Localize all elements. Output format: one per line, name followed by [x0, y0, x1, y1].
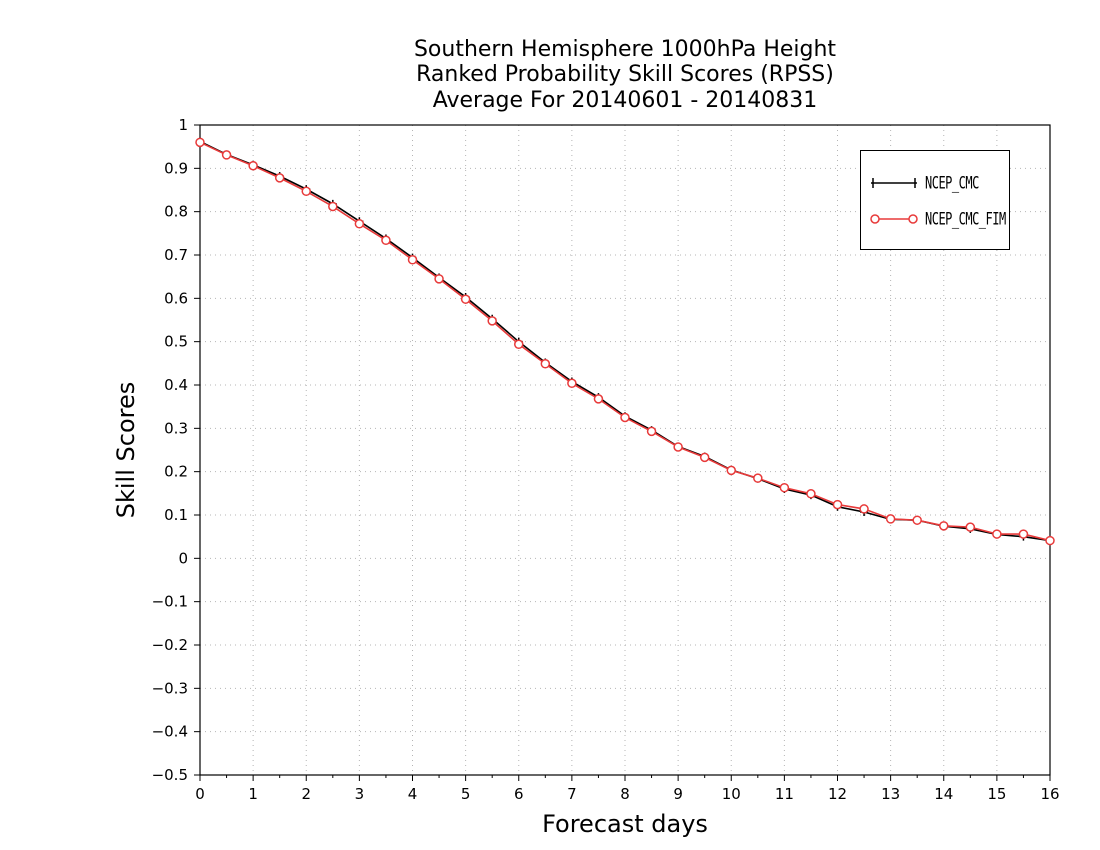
series-2-point-19	[699, 452, 710, 463]
series-2-point-2	[248, 160, 258, 171]
series-2-point-4	[301, 186, 311, 197]
x-axis-label: Forecast days	[542, 810, 708, 838]
legend-swatch-series-1	[871, 178, 917, 188]
y-tick-label-10: 0.5	[164, 333, 188, 351]
y-tick-label-6: 0.1	[164, 506, 188, 524]
x-tick-label-3: 3	[355, 785, 365, 803]
series-2-point-11	[487, 316, 497, 326]
series-2-point-26	[885, 514, 896, 524]
x-tick-label-1: 1	[248, 785, 258, 803]
series-2-point-25	[859, 504, 869, 514]
legend-label-series-2: NCEP_CMC_FIM	[925, 209, 1006, 229]
x-tick-label-14: 14	[934, 785, 953, 803]
series-2-point-8	[407, 255, 418, 265]
y-tick-label-2: −0.3	[152, 679, 188, 697]
x-tick-label-7: 7	[567, 785, 577, 803]
y-tick-label-9: 0.4	[164, 376, 188, 394]
series-2-point-3	[274, 173, 285, 183]
series-2-point-21	[753, 473, 763, 483]
chart-title-line-3: Average For 20140601 - 20140831	[432, 88, 818, 113]
series-2-point-15	[593, 394, 604, 404]
y-tick-label-14: 0.9	[164, 159, 188, 177]
series-2-point-5	[328, 201, 338, 212]
series-2-point-20	[726, 465, 736, 476]
chart-title-line-2: Ranked Probability Skill Scores (RPSS)	[416, 62, 834, 87]
x-tick-label-9: 9	[673, 785, 683, 803]
legend-label-series-1: NCEP_CMC	[925, 173, 979, 193]
series-2-point-30	[992, 529, 1002, 539]
series-2-point-0	[195, 137, 205, 148]
x-tick-label-0: 0	[195, 785, 205, 803]
chart-legend: NCEP_CMC NCEP_CMC_FIM	[860, 150, 1010, 250]
chart-title-line-1: Southern Hemisphere 1000hPa Height	[413, 37, 837, 62]
series-2-point-10	[460, 294, 471, 304]
series-2-point-6	[354, 219, 365, 229]
legend-item-series-1: NCEP_CMC	[869, 173, 979, 193]
series-2-point-9	[434, 274, 444, 284]
x-tick-label-11: 11	[775, 785, 794, 803]
series-2-point-17	[646, 426, 657, 437]
series-2-point-7	[381, 235, 391, 246]
x-tick-label-5: 5	[461, 785, 471, 803]
y-tick-label-7: 0.2	[164, 463, 188, 481]
y-tick-label-11: 0.6	[164, 289, 188, 307]
y-tick-label-1: −0.4	[152, 723, 188, 741]
series-2-point-1	[221, 150, 232, 160]
series-2-point-14	[567, 378, 577, 389]
x-tick-label-10: 10	[722, 785, 741, 803]
x-tick-label-16: 16	[1040, 785, 1059, 803]
x-tick-label-8: 8	[620, 785, 630, 803]
legend-swatch-series-2	[870, 214, 918, 224]
series-2-point-24	[832, 499, 843, 510]
y-tick-label-8: 0.3	[164, 419, 188, 437]
series-2-point-32	[1045, 535, 1055, 546]
series-2-point-12	[514, 339, 524, 350]
series-2-point-29	[965, 522, 976, 532]
legend-item-series-2: NCEP_CMC_FIM	[869, 209, 1006, 229]
y-tick-label-0: −0.5	[152, 766, 188, 784]
y-tick-label-12: 0.7	[164, 246, 188, 264]
x-tick-label-2: 2	[301, 785, 311, 803]
x-tick-label-15: 15	[987, 785, 1006, 803]
series-2-point-18	[673, 442, 683, 452]
y-axis-label: Skill Scores	[112, 381, 140, 519]
y-tick-label-13: 0.8	[164, 203, 188, 221]
y-tick-label-3: −0.2	[152, 636, 188, 654]
series-2-point-16	[620, 412, 630, 423]
x-tick-label-4: 4	[408, 785, 418, 803]
series-2-point-22	[779, 482, 790, 493]
y-tick-label-5: 0	[178, 549, 188, 567]
series-2-point-13	[540, 359, 551, 369]
series-2-point-31	[1018, 529, 1029, 539]
y-tick-label-4: −0.1	[152, 593, 188, 611]
y-tick-label-15: 1	[178, 116, 188, 134]
series-2-point-23	[806, 489, 816, 499]
series-2-point-28	[939, 521, 949, 531]
x-tick-label-12: 12	[828, 785, 847, 803]
x-tick-label-13: 13	[881, 785, 900, 803]
x-tick-label-6: 6	[514, 785, 524, 803]
series-2-point-27	[912, 515, 922, 525]
